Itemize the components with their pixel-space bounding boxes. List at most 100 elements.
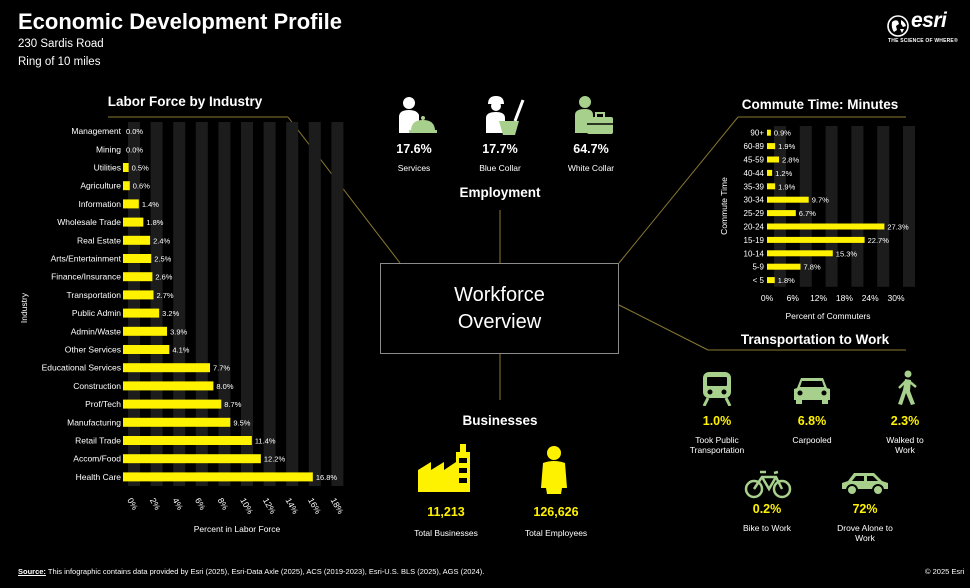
labor-grid-track (331, 122, 344, 486)
public-transport-label: Took Public Transportation (689, 435, 745, 455)
source-label: Source: (18, 567, 46, 576)
labor-category-label: Transportation (67, 290, 122, 300)
labor-bar (123, 181, 130, 191)
labor-value-label: 2.6% (155, 273, 172, 282)
commute-value-label: 1.9% (778, 142, 795, 151)
labor-grid-track (286, 122, 299, 486)
total-employees-value: 126,626 (533, 505, 579, 519)
walked-value: 2.3% (890, 414, 920, 428)
labor-grid-track (150, 122, 163, 486)
employment-services-label: Services (397, 163, 431, 173)
labor-value-label: 8.7% (224, 400, 241, 409)
labor-bar (123, 363, 211, 373)
labor-tick-label: 14% (283, 496, 300, 516)
commute-bar (767, 277, 775, 284)
labor-bar (123, 399, 222, 409)
labor-bar (123, 199, 139, 209)
labor-bar (123, 308, 160, 318)
ring-text: Ring of 10 miles (18, 56, 101, 68)
labor-category-label: Agriculture (80, 181, 121, 191)
total-employees-label: Total Employees (524, 528, 588, 538)
drove-alone-value: 72% (852, 502, 878, 516)
labor-category-label: Finance/Insurance (51, 272, 121, 282)
labor-category-label: Real Estate (77, 235, 121, 245)
commute-grid-track (877, 126, 890, 287)
labor-value-label: 1.8% (146, 218, 163, 227)
public-transport-value: 1.0% (702, 414, 732, 428)
center-title-line1: Workforce (454, 283, 545, 306)
labor-bar (123, 235, 151, 245)
labor-chart-title: Labor Force by Industry (107, 94, 263, 109)
labor-category-label: Information (78, 199, 121, 209)
labor-category-label: Utilities (94, 163, 121, 173)
commute-value-label: 6.7% (799, 209, 816, 218)
commute-value-label: 0.9% (774, 129, 791, 138)
blue-collar-worker-icon (481, 95, 527, 137)
commute-tick-label: 0% (761, 293, 774, 303)
labor-tick-label: 16% (306, 496, 323, 516)
commute-tick-label: 6% (787, 293, 800, 303)
labor-tick-label: 12% (261, 496, 278, 516)
commute-value-label: 7.8% (804, 263, 821, 272)
walked-label: Walked to Work (886, 435, 924, 455)
labor-grid-track (263, 122, 276, 486)
page-title: Economic Development Profile (18, 9, 342, 34)
commute-bar (767, 143, 776, 150)
commute-value-label: 1.2% (775, 169, 792, 178)
labor-category-label: Admin/Waste (71, 326, 122, 336)
labor-grid-track (308, 122, 321, 486)
bicycle-icon (744, 469, 792, 499)
labor-category-label: Wholesale Trade (57, 217, 121, 227)
labor-y-axis-title: Industry (19, 292, 29, 323)
labor-force-chart: Management 0.0% Mining 0.0% Utilities 0.5% Agr… (19, 122, 346, 534)
labor-tick-label: 4% (170, 496, 185, 512)
labor-bar (123, 254, 152, 263)
labor-category-label: Management (71, 126, 121, 136)
carpooled-value: 6.8% (797, 414, 827, 428)
person-icon (539, 446, 569, 494)
employment-blue-collar-label: Blue Collar (479, 163, 521, 173)
commute-value-label: 27.3% (887, 223, 909, 232)
labor-value-label: 4.1% (172, 346, 189, 355)
labor-grid-track (241, 122, 253, 486)
labor-value-label: 2.4% (153, 236, 170, 245)
commute-category-label: 20-24 (744, 223, 765, 232)
labor-bar (123, 417, 231, 427)
commute-value-label: 9.7% (812, 196, 829, 205)
commute-bar (767, 183, 776, 190)
labor-bar (123, 472, 313, 482)
commute-bar (767, 263, 801, 270)
commute-grid-track (799, 126, 812, 287)
labor-value-label: 12.2% (264, 455, 286, 464)
labor-value-label: 0.6% (133, 182, 150, 191)
commute-category-label: < 5 (753, 276, 765, 285)
labor-tick-label: 0% (125, 496, 140, 512)
labor-category-label: Mining (96, 144, 121, 154)
commute-category-label: 25-29 (744, 209, 765, 218)
labor-tick-label: 18% (329, 496, 346, 516)
transport-connector (618, 304, 709, 351)
commute-bar (767, 169, 773, 176)
car-front-icon (792, 376, 832, 404)
commute-category-label: 35-39 (744, 182, 765, 191)
esri-logo: esri THE SCIENCE OF WHERE® (885, 9, 960, 49)
labor-value-label: 7.7% (213, 364, 230, 373)
commute-category-label: 40-44 (744, 169, 765, 178)
carpooled-label: Carpooled (792, 435, 832, 445)
labor-value-label: 3.9% (170, 327, 187, 336)
total-businesses-label: Total Businesses (414, 528, 478, 538)
labor-category-label: Construction (73, 381, 121, 391)
labor-bar (123, 345, 170, 354)
factory-icon (418, 444, 474, 492)
labor-category-label: Accom/Food (73, 454, 121, 464)
bike-label: Bike to Work (742, 523, 792, 533)
commute-bar (767, 196, 809, 203)
address-text: 230 Sardis Road (18, 38, 104, 50)
labor-connector (287, 116, 401, 264)
commute-time-chart: 90+ 0.9% 60-89 1.9% 45-59 2.8% 40-44 1.2% 35-39 1… (719, 126, 915, 321)
labor-grid-track (218, 122, 231, 486)
labor-value-label: 11.4% (255, 437, 276, 446)
commute-category-label: 15-19 (744, 236, 765, 245)
commute-grid-track (774, 126, 786, 287)
commute-bar (767, 210, 796, 217)
